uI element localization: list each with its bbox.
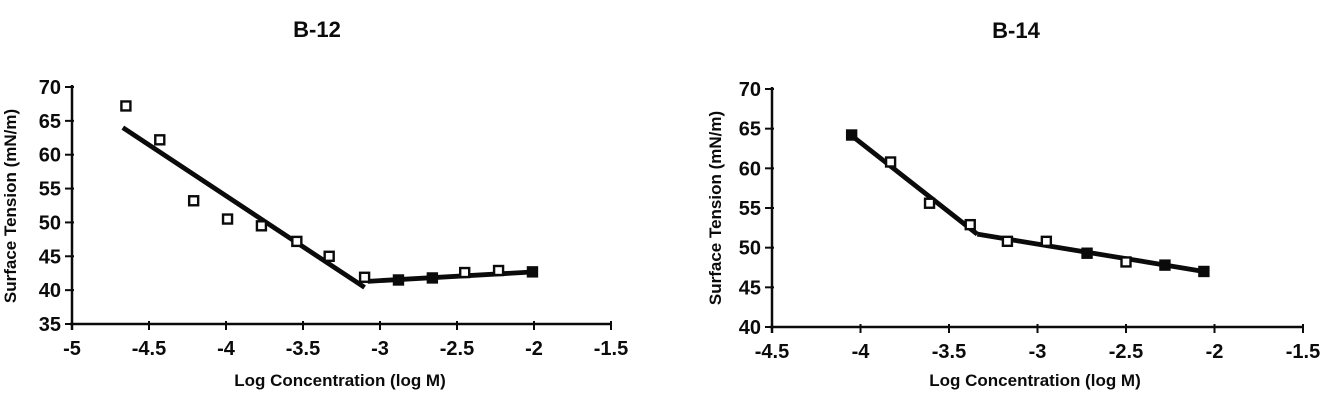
chart-b14-canvas: B-14 Surface Tension (mN/m) Log Concentr… <box>706 18 1320 390</box>
y-tick-label: 50 <box>39 212 61 234</box>
x-tick-label: -2.5 <box>1109 341 1143 363</box>
data-point-marker <box>1081 247 1093 259</box>
x-tick-label: -2 <box>525 338 543 360</box>
y-tick-label: 55 <box>39 179 61 201</box>
data-point-marker <box>1159 259 1171 271</box>
data-point-marker <box>255 220 268 232</box>
chart-b12: B-12 Surface Tension (mN/m) Log Concentr… <box>1 17 628 390</box>
x-axis-title-b14: Log Concentration (log M) <box>929 371 1141 390</box>
x-tick-label: -3 <box>371 338 389 360</box>
chart-title-b14: B-14 <box>992 18 1040 43</box>
data-point-marker <box>1001 235 1014 248</box>
x-tick-label: -3 <box>1029 341 1047 363</box>
x-tick-label: -3.5 <box>932 341 966 363</box>
trend-line <box>121 125 366 290</box>
data-point-marker <box>1120 256 1132 268</box>
y-tick-label: 70 <box>739 79 761 101</box>
data-point-marker <box>187 195 200 207</box>
chart-title-b12: B-12 <box>293 17 341 42</box>
data-point-marker <box>221 213 234 225</box>
data-point-marker <box>323 250 335 262</box>
y-tick-label: 45 <box>739 277 761 299</box>
x-tick-label: -2.5 <box>440 338 474 360</box>
data-point-marker <box>884 156 897 168</box>
x-tick-label: -3.5 <box>286 338 320 360</box>
data-point-marker <box>120 100 132 112</box>
x-tick-label: -1.5 <box>594 338 628 360</box>
x-tick-label: -2 <box>1206 341 1224 363</box>
y-tick-label: 55 <box>739 198 761 220</box>
data-point-marker <box>459 266 471 279</box>
trend-line <box>848 132 979 237</box>
y-tick-label: 45 <box>39 246 61 268</box>
axes-b12: -5 -4.5 -4 -3.5 -3 -2.5 -2 -1.5 35 40 45 50 55 60 65 70 <box>39 77 628 360</box>
data-point-marker <box>964 218 976 231</box>
data-point-marker <box>1198 265 1210 278</box>
y-tick-label: 40 <box>739 317 761 339</box>
chart-b12-canvas: B-12 Surface Tension (mN/m) Log Concentr… <box>1 17 628 390</box>
y-axis-title-b14: Surface Tension (mN/m) <box>706 111 725 305</box>
y-axis-title-b12: Surface Tension (mN/m) <box>1 109 20 303</box>
data-point-marker <box>154 134 166 146</box>
data-point-marker <box>1040 235 1053 248</box>
y-tick-label: 60 <box>739 158 761 180</box>
data-series-b14 <box>845 129 1210 278</box>
axes-b14: -4.5 -4 -3.5 -3 -2.5 -2 -1.5 40 45 50 55 60 65 70 <box>739 79 1320 363</box>
data-point-marker <box>392 274 405 286</box>
y-tick-label: 40 <box>39 280 61 302</box>
data-point-marker <box>923 197 936 209</box>
x-axis-title-b12: Log Concentration (log M) <box>234 371 446 390</box>
data-point-marker <box>358 271 371 283</box>
y-tick-label: 65 <box>739 119 761 141</box>
y-tick-label: 60 <box>39 145 61 167</box>
x-tick-label: -4.5 <box>132 338 166 360</box>
data-point-marker <box>492 264 505 277</box>
data-point-marker <box>845 129 858 141</box>
y-tick-label: 70 <box>39 77 61 99</box>
x-tick-label: -4.5 <box>755 341 789 363</box>
data-point-marker <box>526 266 539 278</box>
x-tick-label: -5 <box>63 338 81 360</box>
trend-line <box>367 269 535 284</box>
x-tick-label: -1.5 <box>1286 341 1320 363</box>
x-tick-label: -4 <box>217 338 236 360</box>
y-tick-label: 50 <box>739 238 761 260</box>
y-tick-label: 35 <box>39 314 61 336</box>
chart-b14: B-14 Surface Tension (mN/m) Log Concentr… <box>671 0 1342 403</box>
data-point-marker <box>291 235 303 248</box>
y-tick-label: 65 <box>39 111 61 133</box>
x-tick-label: -4 <box>852 341 871 363</box>
data-series-b12 <box>120 100 539 290</box>
data-point-marker <box>426 272 439 284</box>
